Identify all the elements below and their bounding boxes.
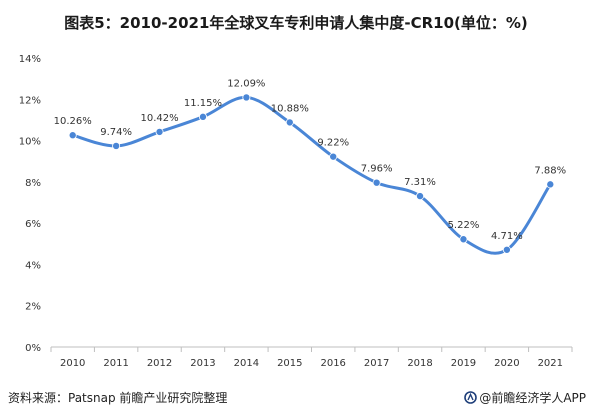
- data-labels: 10.26% 9.74% 10.42% 11.15% 12.09% 10.88% 9.22%…: [54, 78, 567, 241]
- y-axis-ticks: 0% 2% 4% 6% 8% 10% 12% 14%: [19, 54, 41, 354]
- brand-logo-icon: [464, 391, 478, 404]
- brand-credit: @前瞻经济学人APP: [464, 389, 586, 406]
- data-point: [372, 178, 381, 187]
- data-label: 11.15%: [184, 98, 222, 109]
- x-tick-label: 2017: [364, 358, 389, 369]
- y-tick-label: 4%: [25, 260, 41, 271]
- x-tick-label: 2014: [234, 358, 259, 369]
- x-tick-label: 2012: [147, 358, 172, 369]
- data-label: 10.26%: [54, 116, 92, 127]
- data-point: [502, 245, 511, 254]
- data-point: [242, 93, 251, 102]
- data-point: [285, 118, 294, 127]
- y-tick-label: 0%: [25, 343, 41, 354]
- brand-text: @前瞻经济学人APP: [479, 391, 586, 405]
- x-axis-ticks: 2010 2011 2012 2013 2014 2015 2016 2017 2018 2019…: [50, 347, 573, 369]
- y-tick-label: 12%: [19, 95, 41, 106]
- x-tick-label: 2021: [538, 358, 563, 369]
- x-tick-label: 2015: [277, 358, 302, 369]
- data-points: [68, 93, 555, 254]
- source-note: 资料来源：Patsnap 前瞻产业研究院整理: [8, 391, 228, 405]
- data-point: [416, 192, 425, 201]
- x-tick-label: 2013: [190, 358, 215, 369]
- data-label: 9.22%: [317, 138, 349, 149]
- x-tick-label: 2011: [103, 358, 128, 369]
- data-label: 4.71%: [491, 231, 523, 242]
- y-tick-label: 2%: [25, 302, 41, 313]
- y-tick-label: 14%: [19, 54, 41, 65]
- x-tick-label: 2010: [60, 358, 85, 369]
- data-label: 10.88%: [271, 103, 309, 114]
- data-label: 7.88%: [534, 165, 566, 176]
- x-tick-label: 2018: [407, 358, 432, 369]
- x-tick-label: 2016: [320, 358, 345, 369]
- data-point: [198, 112, 207, 121]
- data-point: [68, 131, 77, 140]
- data-label: 7.96%: [361, 164, 393, 175]
- chart-title: 图表5：2010-2021年全球叉车专利申请人集中度-CR10(单位：%): [64, 14, 528, 32]
- data-label: 12.09%: [227, 78, 265, 89]
- data-label: 7.31%: [404, 177, 436, 188]
- data-label: 10.42%: [140, 113, 178, 124]
- data-label: 5.22%: [448, 220, 480, 231]
- data-point: [112, 141, 121, 150]
- data-label: 9.74%: [100, 127, 132, 138]
- data-point: [459, 235, 468, 244]
- y-tick-label: 6%: [25, 219, 41, 230]
- data-point: [329, 152, 338, 161]
- data-point: [546, 180, 555, 189]
- y-tick-label: 8%: [25, 178, 41, 189]
- x-tick-label: 2020: [494, 358, 519, 369]
- x-tick-label: 2019: [451, 358, 476, 369]
- data-point: [155, 127, 164, 136]
- y-tick-label: 10%: [19, 137, 41, 148]
